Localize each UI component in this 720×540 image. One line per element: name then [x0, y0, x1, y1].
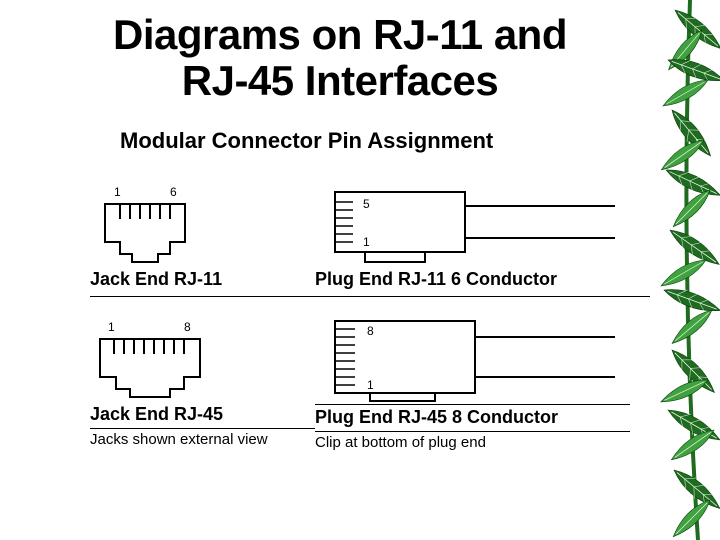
- plug-rj45-pin-top: 8: [367, 324, 374, 338]
- plug-rj45-diagram: 8 1: [315, 309, 630, 404]
- row-divider-1: [90, 296, 650, 297]
- plug-rj11-pin-top: 5: [363, 197, 370, 211]
- cell-jack-rj11: 1 6 Jack End RJ-11: [90, 174, 315, 292]
- row-rj45: 1 8 Jack End RJ-45 Jacks shown external …: [90, 309, 650, 451]
- jack-rj45-pin-start: 1: [108, 320, 115, 334]
- title-line-2: RJ-45 Interfaces: [182, 57, 499, 104]
- cell-jack-rj45: 1 8 Jack End RJ-45 Jacks shown external …: [90, 309, 315, 448]
- jack-rj11-pin-end: 6: [170, 185, 177, 199]
- jack-rj11-label: Jack End RJ-11: [90, 269, 315, 292]
- jack-rj45-label: Jack End RJ-45: [90, 404, 315, 427]
- footnote-right: Clip at bottom of plug end: [315, 431, 630, 451]
- plug-rj11-diagram: 5 1: [315, 174, 630, 269]
- jack-rj11-pin-start: 1: [114, 185, 121, 199]
- subtitle: Modular Connector Pin Assignment: [0, 128, 720, 154]
- diagram-grid: 1 6 Jack End RJ-11: [90, 174, 650, 451]
- jack-rj45-pin-end: 8: [184, 320, 191, 334]
- jack-rj11-diagram: 1 6: [90, 174, 315, 269]
- footnote-left: Jacks shown external view: [90, 428, 315, 448]
- title-line-1: Diagrams on RJ-11 and: [113, 11, 567, 58]
- cell-plug-rj45: 8 1 Plug End RJ-45 8 Conductor Clip at b…: [315, 309, 630, 451]
- page-title: Diagrams on RJ-11 and RJ-45 Interfaces: [0, 0, 720, 110]
- row-rj11: 1 6 Jack End RJ-11: [90, 174, 650, 292]
- plug-rj11-pin-bottom: 1: [363, 235, 370, 249]
- plug-rj45-pin-bottom: 1: [367, 378, 374, 392]
- jack-rj45-diagram: 1 8: [90, 309, 315, 404]
- plug-rj11-label: Plug End RJ-11 6 Conductor: [315, 269, 630, 292]
- cell-plug-rj11: 5 1 Plug End RJ-11 6 Conductor: [315, 174, 630, 292]
- plug-rj45-label: Plug End RJ-45 8 Conductor: [315, 404, 630, 430]
